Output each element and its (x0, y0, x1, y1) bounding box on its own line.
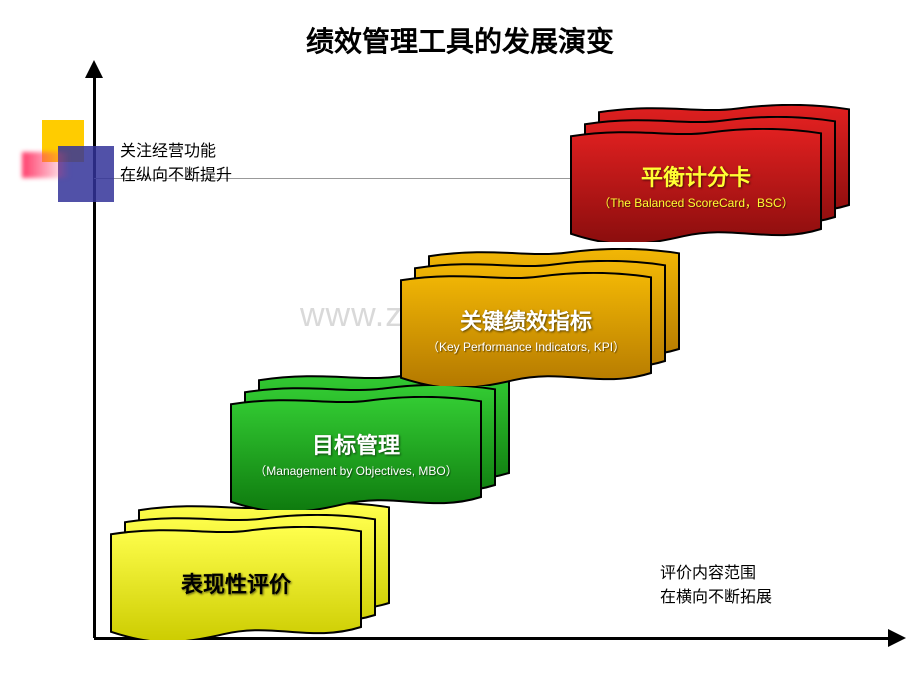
x-axis-arrow-icon (888, 629, 906, 647)
card-bsc-title: 平衡计分卡 (641, 160, 751, 192)
card-expressive: 表现性评价 (110, 502, 390, 640)
card-kpi-title: 关键绩效指标 (460, 304, 592, 336)
marker-square-pink (22, 152, 70, 178)
y-axis-arrow-icon (85, 60, 103, 78)
y-axis-label-line2: 在纵向不断提升 (120, 164, 232, 188)
card-mbo-subtitle: （Management by Objectives, MBO） (254, 462, 457, 479)
card-kpi: 关键绩效指标 （Key Performance Indicators, KPI） (400, 248, 680, 386)
card-kpi-front: 关键绩效指标 （Key Performance Indicators, KPI） (400, 272, 652, 386)
card-expressive-title: 表现性评价 (181, 567, 291, 599)
card-mbo-title: 目标管理 (312, 428, 400, 460)
card-mbo: 目标管理 （Management by Objectives, MBO） (230, 372, 510, 510)
card-bsc-subtitle: （The Balanced ScoreCard，BSC） (598, 194, 793, 211)
card-expressive-front: 表现性评价 (110, 526, 362, 640)
card-mbo-text: 目标管理 （Management by Objectives, MBO） (230, 396, 482, 510)
card-mbo-front: 目标管理 （Management by Objectives, MBO） (230, 396, 482, 510)
card-kpi-text: 关键绩效指标 （Key Performance Indicators, KPI） (400, 272, 652, 386)
card-bsc-text: 平衡计分卡 （The Balanced ScoreCard，BSC） (570, 128, 822, 242)
x-axis-label-line1: 评价内容范围 (660, 562, 772, 586)
x-axis-label-line2: 在横向不断拓展 (660, 586, 772, 610)
card-expressive-text: 表现性评价 (110, 526, 362, 640)
x-axis-label: 评价内容范围 在横向不断拓展 (660, 562, 772, 610)
diagram-title: 绩效管理工具的发展演变 (0, 20, 920, 60)
y-axis-label: 关注经营功能 在纵向不断提升 (120, 140, 232, 188)
card-kpi-subtitle: （Key Performance Indicators, KPI） (427, 338, 625, 355)
card-bsc-front: 平衡计分卡 （The Balanced ScoreCard，BSC） (570, 128, 822, 242)
y-axis-label-line1: 关注经营功能 (120, 140, 232, 164)
card-bsc: 平衡计分卡 （The Balanced ScoreCard，BSC） (570, 104, 850, 242)
